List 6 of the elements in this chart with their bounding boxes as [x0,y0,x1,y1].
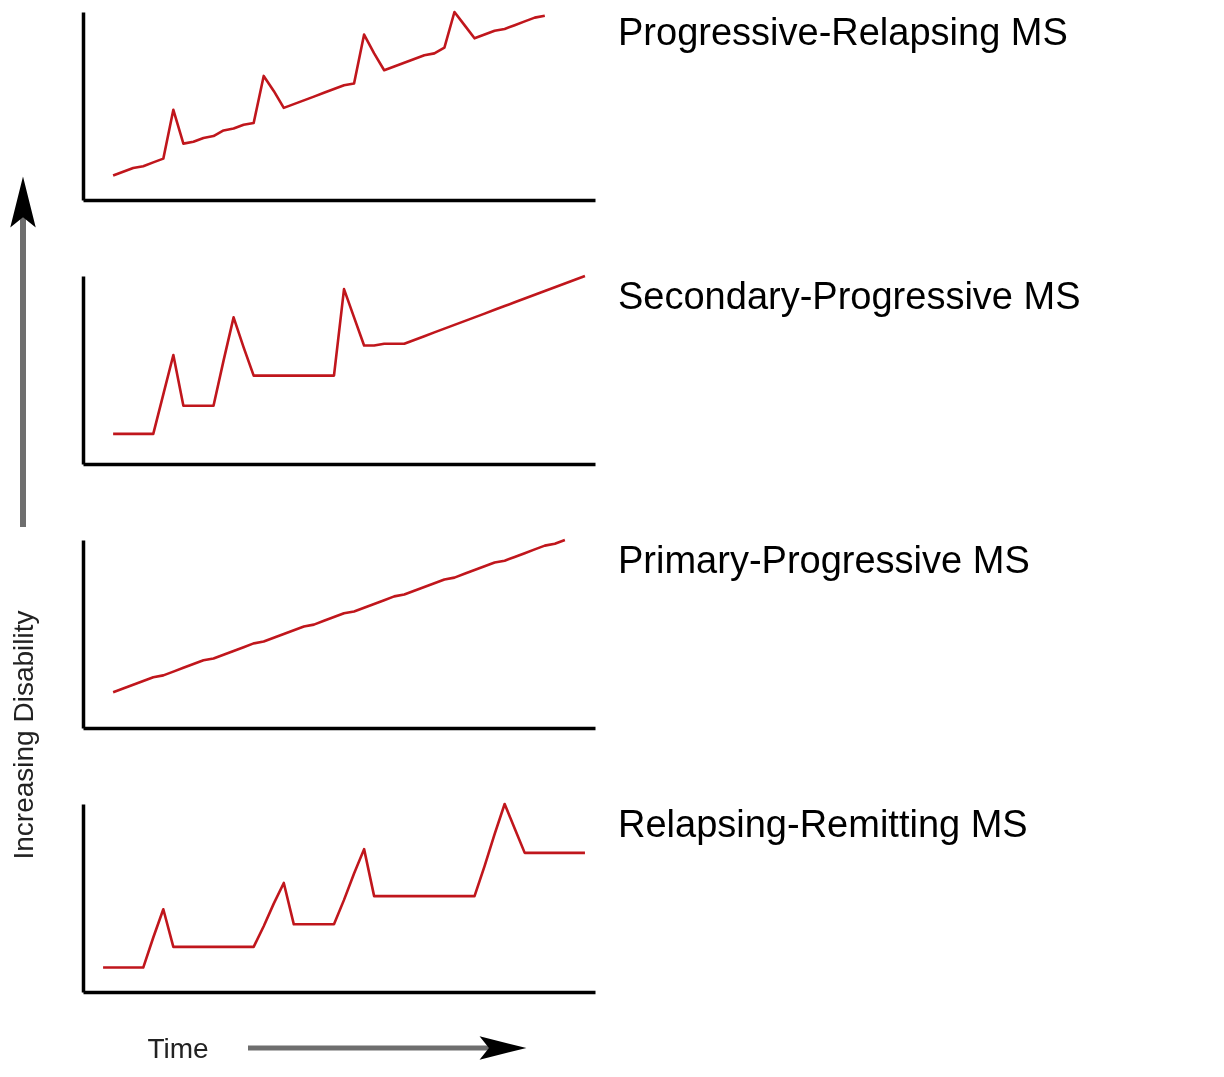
y-axis-title: Increasing Disability [8,610,39,860]
text: Secondary-Progressive MS [618,275,1081,317]
x-axis-title: Time [147,1033,209,1064]
text: Primary-Progressive MS [618,539,1030,581]
text: Relapsing-Remitting MS [618,803,1028,845]
text: Progressive-Relapsing MS [618,11,1068,53]
